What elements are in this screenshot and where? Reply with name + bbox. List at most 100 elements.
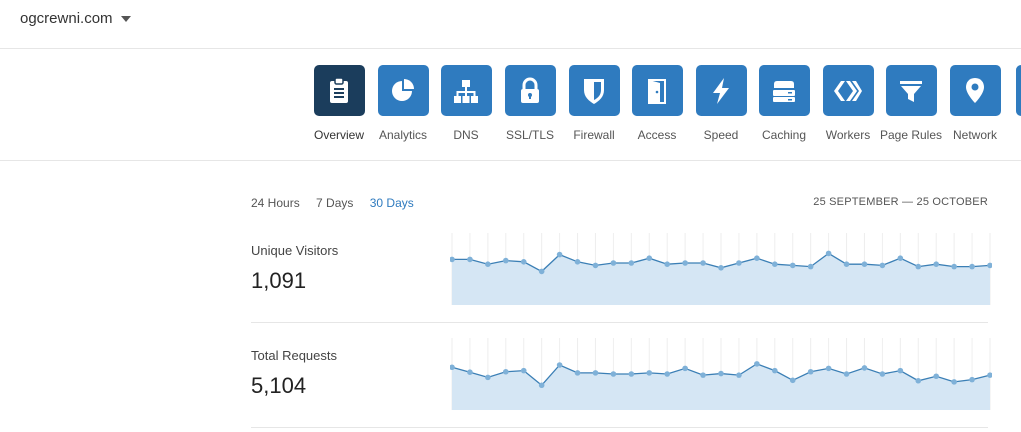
data-point[interactable] <box>628 371 635 377</box>
data-point[interactable] <box>754 255 760 261</box>
nav-label: Access <box>637 128 677 142</box>
domain-name: ogcrewni.com <box>20 10 113 27</box>
data-point[interactable] <box>843 371 850 377</box>
nav-ssl-tls[interactable]: SSL/TLS <box>495 65 565 142</box>
data-point[interactable] <box>825 365 832 372</box>
data-point[interactable] <box>467 369 473 375</box>
door-icon <box>631 65 683 116</box>
range-24-hours[interactable]: 24 Hours <box>251 196 300 210</box>
data-point[interactable] <box>503 368 509 375</box>
data-point[interactable] <box>556 362 563 368</box>
data-point[interactable] <box>592 262 599 269</box>
data-point[interactable] <box>450 364 455 371</box>
nav-firewall[interactable]: Firewall <box>559 65 629 142</box>
data-point[interactable] <box>736 260 742 266</box>
sparkline-area <box>452 253 990 305</box>
data-point[interactable] <box>682 260 688 266</box>
data-point[interactable] <box>825 250 832 257</box>
divider <box>251 427 988 428</box>
data-point[interactable] <box>718 370 724 377</box>
data-point[interactable] <box>969 263 975 270</box>
data-point[interactable] <box>664 261 670 267</box>
divider <box>251 322 988 323</box>
data-point[interactable] <box>556 251 563 258</box>
data-point[interactable] <box>987 372 992 378</box>
nav-workers[interactable]: Workers <box>813 65 883 142</box>
nav-overview[interactable]: Overview <box>304 65 374 142</box>
data-point[interactable] <box>646 255 653 261</box>
nav-label: Firewall <box>573 128 615 142</box>
nav-label: Workers <box>825 128 871 142</box>
data-point[interactable] <box>574 259 581 265</box>
sparkline-area <box>452 363 990 410</box>
data-point[interactable] <box>915 263 922 270</box>
nav-caching[interactable]: Caching <box>749 65 819 142</box>
data-point[interactable] <box>736 372 742 378</box>
data-point[interactable] <box>933 373 939 380</box>
data-point[interactable] <box>628 260 635 266</box>
data-point[interactable] <box>610 371 617 377</box>
data-point[interactable] <box>592 370 599 376</box>
nav-speed[interactable]: Speed <box>686 65 756 142</box>
data-point[interactable] <box>861 261 868 267</box>
data-point[interactable] <box>772 367 778 374</box>
data-point[interactable] <box>646 370 653 376</box>
data-point[interactable] <box>700 260 706 266</box>
data-point[interactable] <box>520 367 527 374</box>
data-point[interactable] <box>610 260 617 266</box>
data-point[interactable] <box>897 255 904 261</box>
data-point[interactable] <box>879 262 886 269</box>
data-point[interactable] <box>879 371 886 377</box>
total-requests-sparkline <box>450 338 992 410</box>
app-nav: Overview Analytics DNS SSL/TLS Firewall … <box>0 49 1021 161</box>
nav-dns[interactable]: DNS <box>431 65 501 142</box>
nav-access[interactable]: Access <box>622 65 692 142</box>
data-point[interactable] <box>789 262 796 269</box>
metric-total-requests: Total Requests 5,104 <box>251 348 337 399</box>
data-point[interactable] <box>807 263 814 270</box>
data-point[interactable] <box>861 365 868 371</box>
data-point[interactable] <box>485 374 491 381</box>
range-30-days[interactable]: 30 Days <box>369 196 414 210</box>
nav-label: Page Rules <box>879 128 943 142</box>
nav-page-rules[interactable]: Page Rules <box>876 65 946 142</box>
data-point[interactable] <box>503 257 509 264</box>
location-pin-icon <box>949 65 1001 116</box>
data-point[interactable] <box>467 256 473 263</box>
date-range: 25 SEPTEMBER — 25 OCTOBER <box>813 196 988 208</box>
data-point[interactable] <box>897 367 904 374</box>
data-point[interactable] <box>951 263 957 270</box>
data-point[interactable] <box>538 268 545 275</box>
nav-label: Caching <box>761 128 807 142</box>
data-point[interactable] <box>807 368 814 375</box>
metric-label: Unique Visitors <box>251 243 339 258</box>
data-point[interactable] <box>754 361 760 367</box>
data-point[interactable] <box>450 256 455 263</box>
data-point[interactable] <box>987 262 992 269</box>
nav-network[interactable]: Network <box>940 65 1010 142</box>
data-point[interactable] <box>951 379 957 385</box>
clipboard-icon <box>313 65 365 116</box>
data-point[interactable] <box>789 377 796 384</box>
data-point[interactable] <box>664 371 670 377</box>
nav-more-partial[interactable] <box>1004 65 1021 116</box>
nav-label: DNS <box>453 128 479 142</box>
data-point[interactable] <box>574 370 581 376</box>
nav-analytics[interactable]: Analytics <box>368 65 438 142</box>
time-range-selector: 24 Hours 7 Days 30 Days <box>251 196 427 210</box>
data-point[interactable] <box>520 259 527 265</box>
workers-icon <box>822 65 874 116</box>
data-point[interactable] <box>538 382 545 389</box>
range-7-days[interactable]: 7 Days <box>316 196 354 210</box>
data-point[interactable] <box>718 265 724 271</box>
data-point[interactable] <box>772 261 778 267</box>
data-point[interactable] <box>843 261 850 267</box>
data-point[interactable] <box>933 261 939 267</box>
data-point[interactable] <box>682 365 688 372</box>
data-point[interactable] <box>915 377 922 384</box>
data-point[interactable] <box>700 372 706 378</box>
data-point[interactable] <box>969 376 975 383</box>
domain-selector[interactable]: ogcrewni.com <box>20 10 131 27</box>
data-point[interactable] <box>485 261 491 267</box>
nav-label: Analytics <box>378 128 428 142</box>
